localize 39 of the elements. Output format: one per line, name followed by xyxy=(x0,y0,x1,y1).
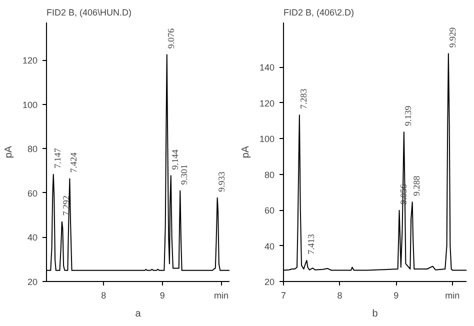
x-tick-label: 9 xyxy=(394,290,399,300)
annotation: 7.413 xyxy=(306,234,316,254)
y-tick-label: 40 xyxy=(27,232,38,243)
annotation: 9.301 xyxy=(179,164,190,185)
y-tick-label: 20 xyxy=(27,277,38,287)
y-tick-label: 60 xyxy=(264,206,275,216)
chart-title: FID2 B, (406\HUN.D) xyxy=(46,8,132,18)
annotation: 7.283 xyxy=(298,88,308,110)
y-tick-label: 40 xyxy=(264,241,275,252)
x-axis-title: a xyxy=(135,308,142,320)
annotation: 7.147 xyxy=(52,148,62,168)
annotation: 9.929 xyxy=(447,26,458,48)
y-tick-label: 100 xyxy=(259,134,275,144)
y-tick-label: 120 xyxy=(259,98,275,108)
x-tick-label: 8 xyxy=(101,290,106,300)
annotation: 9.056 xyxy=(398,184,408,204)
y-tick-label: 80 xyxy=(264,170,275,180)
annotation: 9.288 xyxy=(411,175,422,196)
y-tick-label: 140 xyxy=(259,62,275,73)
x-axis-title: b xyxy=(372,308,378,320)
y-axis-title: pA xyxy=(3,146,14,158)
y-tick-label: 100 xyxy=(22,100,38,110)
y-axis-title: pA xyxy=(240,146,252,158)
annotation: 7.292 xyxy=(60,195,71,216)
annotation: 9.076 xyxy=(166,28,176,49)
y-tick-label: 120 xyxy=(22,56,38,66)
chart-title: FID2 B, (406\2.D) xyxy=(284,8,354,18)
x-tick-label: 7 xyxy=(280,290,286,300)
y-tick-label: 80 xyxy=(27,144,38,154)
x-tick-label: 8 xyxy=(337,290,342,300)
annotation: 9.144 xyxy=(170,148,180,170)
annotation: 9.139 xyxy=(402,105,413,126)
x-tick-label: min xyxy=(445,290,460,300)
y-tick-label: 60 xyxy=(27,188,38,198)
x-tick-label: min xyxy=(214,290,229,300)
y-tick-label: 20 xyxy=(264,277,275,287)
annotation: 9.933 xyxy=(216,171,226,192)
annotation: 7.424 xyxy=(68,152,79,173)
x-tick-label: 9 xyxy=(160,290,165,300)
